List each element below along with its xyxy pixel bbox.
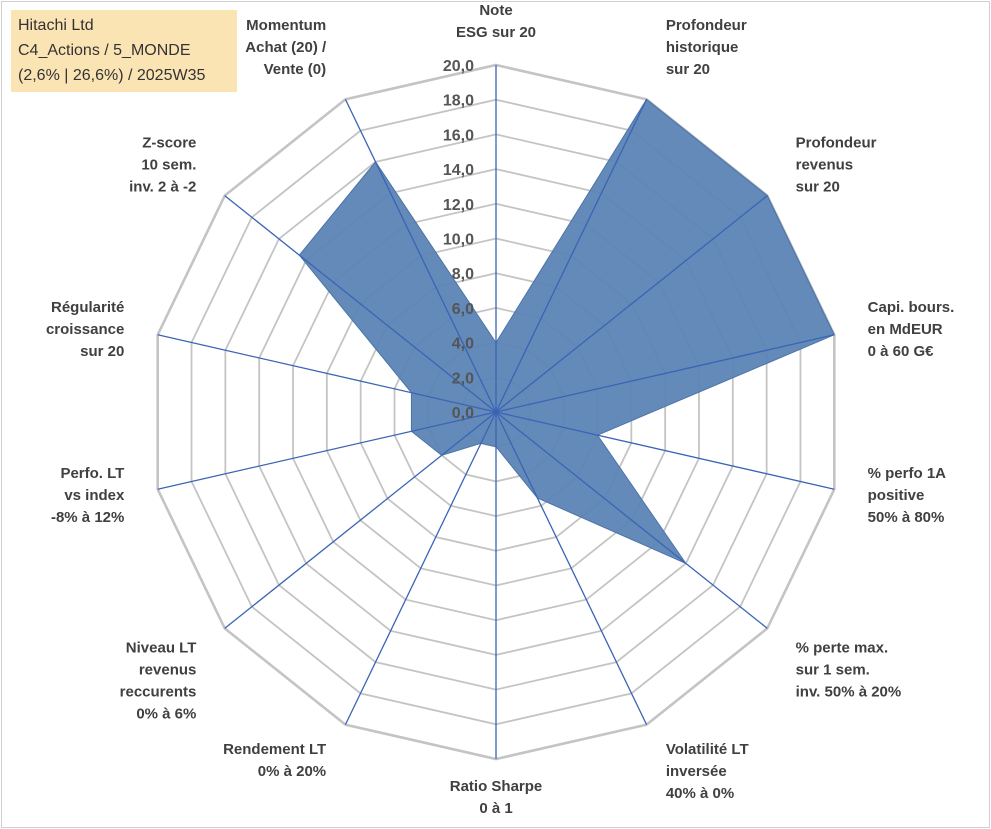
tick-label: 6,0 (452, 301, 474, 318)
axis-label: en MdEUR (868, 321, 943, 338)
axis-label: Profondeur (666, 17, 747, 34)
tick-label: 12,0 (443, 197, 474, 214)
axis-label: Achat (20) / (245, 39, 327, 56)
axis-spoke (157, 411, 497, 490)
axis-label: vs index (64, 487, 125, 504)
axis-label: 10 sem. (141, 156, 196, 173)
info-box: Hitachi Ltd C4_Actions / 5_MONDE (2,6% |… (11, 10, 237, 92)
tick-label: 2,0 (452, 370, 474, 387)
axis-label: Z-score (142, 134, 196, 151)
axis-spoke (157, 334, 497, 413)
axis-label: Momentum (246, 17, 326, 34)
axis-spoke (224, 411, 497, 629)
tick-label: 16,0 (443, 127, 474, 144)
axis-label: historique (666, 39, 739, 56)
tick-label: 4,0 (452, 336, 474, 353)
axis-label: 40% à 0% (666, 785, 734, 802)
info-universe: C4_Actions / 5_MONDE (18, 42, 191, 59)
axis-label: 50% à 80% (868, 509, 945, 526)
axis-label: Régularité (51, 299, 124, 316)
axis-label: inv. 2 à -2 (129, 178, 196, 195)
tick-label: 10,0 (443, 232, 474, 249)
axis-label: Ratio Sharpe (450, 778, 543, 795)
axis-label: sur 20 (666, 61, 710, 78)
axis-label: reccurents (120, 684, 197, 701)
axis-label: revenus (796, 156, 854, 173)
axis-label: 0% à 20% (258, 763, 326, 780)
axis-spoke (224, 195, 497, 413)
tick-label: 20,0 (443, 58, 474, 75)
axis-spoke (495, 99, 648, 413)
axis-label: sur 1 sem. (796, 662, 870, 679)
axis-label: inv. 50% à 20% (796, 684, 902, 701)
axis-label: positive (868, 487, 925, 504)
tick-label: 8,0 (452, 266, 474, 283)
axis-spoke (344, 99, 497, 413)
axis-label: Capi. bours. (868, 299, 955, 316)
tick-label: 0,0 (452, 405, 474, 422)
info-stats-week: (2,6% | 26,6%) / 2025W35 (18, 67, 206, 84)
axis-spoke (495, 195, 768, 413)
axis-label: Rendement LT (223, 741, 326, 758)
axis-label: 0% à 6% (136, 706, 196, 723)
axis-label: 0 à 1 (479, 800, 512, 817)
axis-label: croissance (46, 321, 124, 338)
axis-label: inversée (666, 763, 727, 780)
axis-label: Vente (0) (264, 61, 327, 78)
axis-label: 0 à 60 G€ (868, 343, 935, 360)
tick-label: 18,0 (443, 93, 474, 110)
axis-label: Perfo. LT (60, 465, 124, 482)
axis-label: sur 20 (80, 343, 124, 360)
axis-spoke (495, 411, 648, 725)
axis-label: Volatilité LT (666, 741, 749, 758)
axis-spoke (495, 411, 768, 629)
axis-spoke (344, 411, 497, 725)
axis-spoke (495, 411, 835, 490)
axis-label: sur 20 (796, 178, 840, 195)
tick-label: 14,0 (443, 162, 474, 179)
axis-label: revenus (139, 662, 197, 679)
axis-label: % perfo 1A (868, 465, 947, 482)
axis-label: -8% à 12% (51, 509, 124, 526)
axis-label: % perte max. (796, 640, 889, 657)
axis-spoke (495, 334, 835, 413)
axis-label: Profondeur (796, 134, 877, 151)
axis-label: ESG sur 20 (456, 24, 536, 41)
axis-label: Note (479, 2, 512, 19)
info-company-name: Hitachi Ltd (18, 17, 94, 34)
axis-label: Niveau LT (126, 640, 197, 657)
